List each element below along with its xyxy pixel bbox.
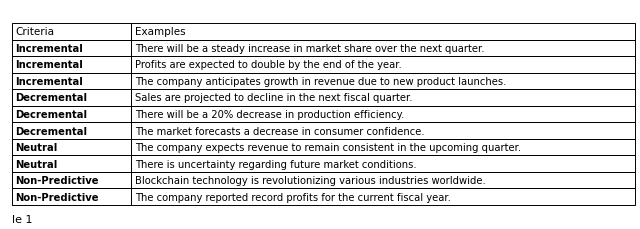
Text: The company expects revenue to remain consistent in the upcoming quarter.: The company expects revenue to remain co…: [135, 142, 521, 152]
Text: There is uncertainty regarding future market conditions.: There is uncertainty regarding future ma…: [135, 159, 417, 169]
Text: Incremental: Incremental: [15, 44, 83, 54]
Text: The market forecasts a decrease in consumer confidence.: The market forecasts a decrease in consu…: [135, 126, 425, 136]
Text: Incremental: Incremental: [15, 77, 83, 87]
Text: Non-Predictive: Non-Predictive: [15, 192, 99, 202]
Text: Incremental: Incremental: [15, 60, 83, 70]
Text: There will be a steady increase in market share over the next quarter.: There will be a steady increase in marke…: [135, 44, 484, 54]
Text: Decremental: Decremental: [15, 126, 87, 136]
Text: Criteria: Criteria: [15, 27, 54, 37]
Text: Profits are expected to double by the end of the year.: Profits are expected to double by the en…: [135, 60, 402, 70]
Text: The company anticipates growth in revenue due to new product launches.: The company anticipates growth in revenu…: [135, 77, 506, 87]
Text: Neutral: Neutral: [15, 142, 58, 152]
Text: Neutral: Neutral: [15, 159, 58, 169]
Text: Decremental: Decremental: [15, 93, 87, 103]
Text: Sales are projected to decline in the next fiscal quarter.: Sales are projected to decline in the ne…: [135, 93, 413, 103]
Text: Decremental: Decremental: [15, 109, 87, 120]
Text: Non-Predictive: Non-Predictive: [15, 175, 99, 185]
Text: Examples: Examples: [135, 27, 186, 37]
Text: le 1: le 1: [12, 214, 32, 224]
Text: The company reported record profits for the current fiscal year.: The company reported record profits for …: [135, 192, 451, 202]
Text: Blockchain technology is revolutionizing various industries worldwide.: Blockchain technology is revolutionizing…: [135, 175, 486, 185]
Text: There will be a 20% decrease in production efficiency.: There will be a 20% decrease in producti…: [135, 109, 404, 120]
